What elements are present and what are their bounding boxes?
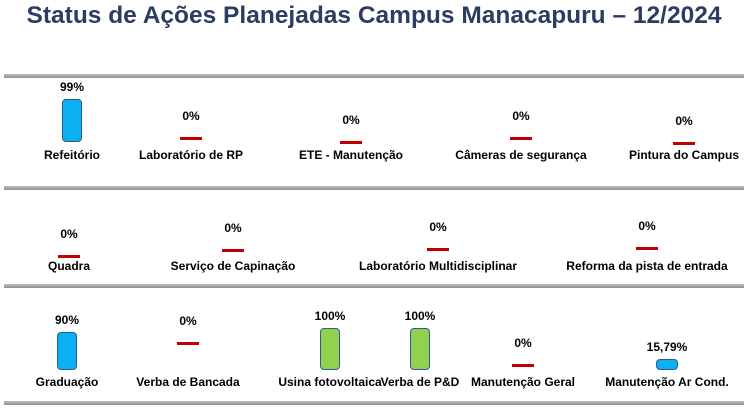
divider-top [4, 74, 744, 78]
bar [427, 248, 449, 251]
bar [510, 137, 532, 140]
data-label: 90% [54, 313, 80, 327]
category-label: Manutenção Geral [470, 375, 576, 389]
bar [636, 247, 658, 250]
bar [512, 364, 534, 367]
category-label: Verba de Bancada [136, 375, 240, 389]
category-label: Manutenção Ar Cond. [605, 375, 729, 389]
bar [180, 137, 202, 140]
page-title: Status de Ações Planejadas Campus Manaca… [26, 2, 722, 29]
bar [58, 255, 80, 258]
data-label: 100% [404, 309, 436, 323]
bar [340, 141, 362, 144]
category-label: Reforma da pista de entrada [566, 259, 728, 273]
data-label: 0% [638, 219, 656, 233]
category-label: Refeitório [43, 148, 101, 162]
data-label: 0% [675, 114, 693, 128]
divider-lower [4, 284, 744, 288]
data-label: 100% [314, 309, 346, 323]
category-label: Graduação [35, 375, 99, 389]
bar [410, 328, 430, 370]
data-label: 0% [512, 109, 530, 123]
category-label: Serviço de Capinação [170, 259, 296, 273]
data-label: 15,79% [646, 340, 688, 354]
category-label: Pintura do Campus [628, 148, 740, 162]
bar [57, 332, 77, 370]
divider-middle [4, 186, 744, 190]
category-label: Laboratório Multidisciplinar [358, 259, 518, 273]
bar [222, 249, 244, 252]
data-label: 0% [429, 220, 447, 234]
category-label: ETE - Manutenção [298, 148, 404, 162]
data-label: 0% [342, 113, 360, 127]
bar [673, 142, 695, 145]
category-label: Usina fotovoltaica [278, 375, 382, 389]
divider-bottom [4, 401, 744, 405]
category-label: Quadra [47, 259, 91, 273]
data-label: 0% [182, 109, 200, 123]
category-label: Câmeras de segurança [455, 148, 587, 162]
data-label: 99% [59, 80, 85, 94]
data-label: 0% [224, 221, 242, 235]
bar [320, 328, 340, 370]
category-label: Laboratório de RP [138, 148, 244, 162]
data-label: 0% [514, 336, 532, 350]
bar [62, 99, 82, 142]
category-label: Verba de P&D [380, 375, 460, 389]
bar [656, 359, 678, 370]
data-label: 0% [60, 227, 78, 241]
data-label: 0% [179, 314, 197, 328]
bar [177, 342, 199, 345]
